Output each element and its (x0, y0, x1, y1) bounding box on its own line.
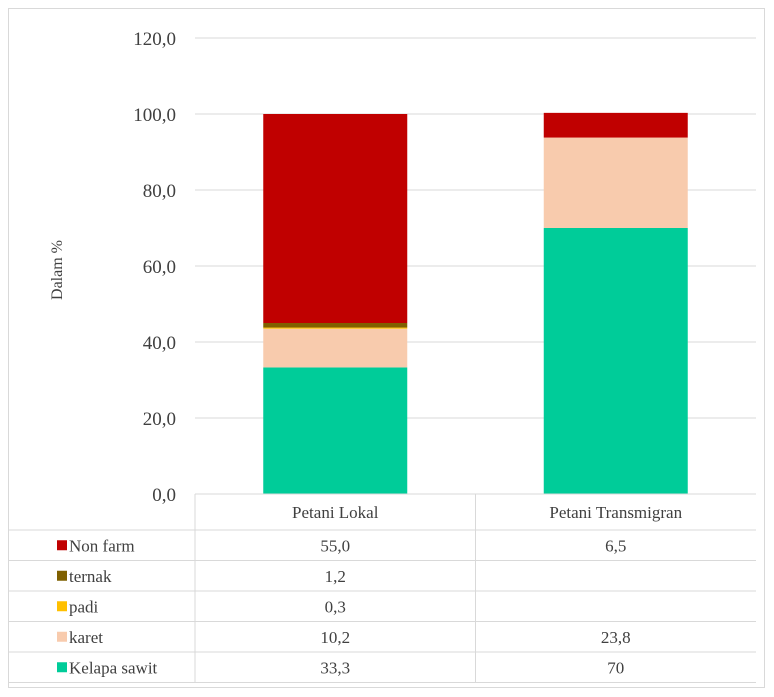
y-tick-label: 60,0 (143, 257, 176, 278)
legend-swatch (57, 631, 67, 642)
legend-swatch (57, 540, 67, 551)
bar-segment-padi (263, 327, 408, 329)
data-label: 10,2 (320, 628, 350, 647)
bar-segment-non-farm (543, 112, 688, 138)
y-tick-label: 0,0 (152, 485, 176, 506)
y-axis-ticks: 0,0 20,0 40,0 60,0 80,0 100,0 120,0 (133, 29, 176, 506)
bar-segment-karet (263, 328, 408, 368)
legend-entry: padi (69, 597, 99, 616)
legend-swatch (57, 601, 67, 612)
bar-segment-non-farm (263, 114, 408, 323)
y-axis-label: Dalam % (49, 240, 66, 300)
legend-entry: karet (69, 628, 103, 647)
y-tick-label: 120,0 (133, 29, 176, 50)
legend-entry: ternak (69, 567, 112, 586)
y-tick-label: 80,0 (143, 181, 176, 202)
bar-segment-kelapa-sawit (543, 228, 688, 494)
bars (263, 112, 688, 494)
bar-segment-ternak (263, 323, 408, 328)
category-label: Petani Transmigran (549, 503, 682, 522)
data-label: 55,0 (320, 536, 350, 555)
y-tick-label: 100,0 (133, 105, 176, 126)
y-tick-label: 20,0 (143, 409, 176, 430)
bar-segment-kelapa-sawit (263, 367, 408, 494)
data-label: 0,3 (325, 597, 346, 616)
legend-entry: Kelapa sawit (69, 658, 158, 677)
data-label: 23,8 (601, 628, 631, 647)
bar-segment-karet (543, 137, 688, 228)
legend-swatch (57, 662, 67, 673)
legend-entry: Non farm (69, 536, 135, 555)
data-label: 70 (607, 658, 624, 677)
data-label: 1,2 (325, 567, 346, 586)
category-label: Petani Lokal (292, 503, 379, 522)
data-label: 6,5 (605, 536, 626, 555)
data-table: Petani Lokal Petani Transmigran Non farm 55… (8, 493, 756, 683)
data-label: 33,3 (320, 658, 350, 677)
y-tick-label: 40,0 (143, 333, 176, 354)
legend-swatch (57, 570, 67, 581)
